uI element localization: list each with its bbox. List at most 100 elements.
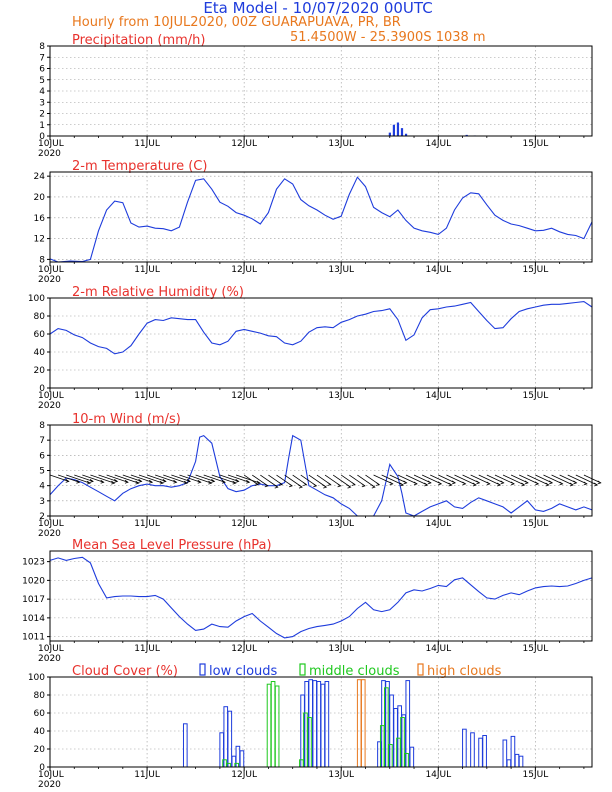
y-tick-label: 80 [34, 691, 46, 701]
wind-arrow [397, 474, 418, 485]
legend-swatch-low [199, 663, 206, 676]
wind-arrowhead [76, 479, 81, 484]
y-tick-label: 100 [28, 673, 45, 683]
wind-arrow [49, 474, 69, 482]
y-tick-label: 3 [39, 497, 45, 507]
x-tick-label: 15JUL [523, 770, 549, 780]
y-tick-label: 4 [39, 87, 45, 97]
wind-arrowhead [524, 480, 529, 485]
panel-title: Precipitation (mm/h) [72, 33, 205, 48]
x-tick-label: 12JUL [231, 519, 257, 529]
series-line [49, 434, 593, 517]
panel-wind: 2 3 4 5 6 7 8 10JUL2020 11JUL 12JUL 13JUL 14JUL 15JU… [38, 412, 602, 539]
wind-arrow [567, 474, 588, 485]
wind-arrowhead [424, 482, 429, 487]
x-tick-label: 10JUL [38, 391, 64, 401]
series-line [49, 556, 593, 639]
x-tick-year: 2020 [38, 401, 61, 411]
wind-arrowhead [361, 483, 366, 488]
wind-arrow [74, 474, 94, 482]
x-tick-label: 12JUL [231, 770, 257, 780]
y-tick-label: 1014 [22, 614, 45, 624]
x-tick-label: 13JUL [328, 391, 354, 401]
low-cloud-bar [462, 728, 467, 768]
panel-title: 2-m Relative Humidity (%) [72, 285, 244, 300]
wind-arrow [421, 474, 442, 485]
header-title: Eta Model - 10/07/2020 00UTC [203, 0, 432, 17]
y-tick-label: 7 [39, 53, 45, 63]
x-tick-label: 11JUL [134, 519, 160, 529]
y-tick-label: 40 [34, 348, 46, 358]
wind-arrowhead [303, 482, 308, 486]
wind-arrowhead [89, 479, 94, 483]
wind-arrow [219, 474, 239, 482]
wind-arrow [98, 474, 118, 482]
x-tick-label: 11JUL [134, 770, 160, 780]
wind-arrow [446, 474, 466, 485]
wind-arrow [90, 474, 115, 484]
panel-frame [49, 45, 593, 137]
precip-bar [400, 128, 404, 136]
wind-arrowhead [472, 482, 477, 487]
wind-arrow [57, 474, 80, 483]
x-tick-label: 10JUL [38, 770, 64, 780]
x-tick-label: 15JUL [523, 139, 549, 149]
wind-arrowhead [548, 480, 554, 485]
y-tick-label: 6 [39, 65, 45, 75]
x-tick-label: 15JUL [523, 265, 549, 275]
wind-arrowhead [100, 479, 105, 484]
y-tick-label: 7 [39, 436, 45, 446]
precip-bar [396, 122, 400, 136]
y-tick-label: 2 [39, 110, 45, 120]
wind-arrow [203, 474, 226, 483]
low-cloud-bar [506, 759, 512, 768]
y-tick-label: 40 [34, 727, 46, 737]
wind-arrowhead [438, 481, 443, 486]
wind-arrowhead [375, 482, 381, 486]
wind-arrowhead [183, 480, 189, 485]
wind-arrow [527, 474, 549, 486]
y-tick-label: 8 [39, 255, 45, 265]
x-tick-label: 13JUL [328, 519, 354, 529]
y-tick-label: 20 [34, 366, 46, 376]
wind-arrowhead [413, 481, 418, 486]
y-tick-label: 3 [39, 98, 45, 108]
x-tick-label: 15JUL [523, 391, 549, 401]
y-tick-label: 1023 [22, 558, 45, 568]
x-tick-label: 14JUL [425, 770, 451, 780]
wind-arrowhead [274, 484, 279, 489]
x-tick-label: 10JUL [38, 644, 64, 654]
wind-arrow [66, 474, 91, 484]
low-cloud-bar [182, 723, 188, 768]
panel-frame [49, 550, 593, 642]
wind-arrowhead [583, 481, 588, 486]
y-tick-label: 8 [39, 421, 45, 431]
wind-arrowhead [111, 480, 116, 485]
y-tick-label: 20 [34, 745, 46, 755]
low-cloud-bar [482, 735, 487, 768]
wind-arrowhead [114, 479, 119, 483]
wind-arrow [405, 474, 428, 486]
wind-arrow [494, 474, 515, 485]
wind-arrowhead [559, 481, 564, 486]
wind-arrowhead [371, 484, 376, 489]
legend-label-low: low clouds [209, 664, 278, 679]
x-tick-year: 2020 [38, 275, 61, 285]
wind-arrow [478, 474, 501, 486]
y-tick-label: 6 [39, 451, 45, 461]
y-tick-label: 20 [34, 193, 46, 203]
middle-cloud-bar [266, 683, 272, 768]
wind-arrowhead [351, 482, 356, 486]
wind-arrow [510, 474, 529, 484]
low-cloud-bar [316, 681, 322, 768]
low-cloud-bar [320, 683, 326, 768]
wind-arrow [551, 474, 574, 486]
y-tick-label: 60 [34, 709, 46, 719]
header-location: Hourly from 10JUL2020, 00Z GUARAPUAVA, P… [72, 15, 401, 30]
panel-title: 10-m Wind (m/s) [72, 412, 181, 427]
wind-arrowhead [496, 482, 502, 487]
x-tick-label: 11JUL [134, 265, 160, 275]
x-tick-label: 10JUL [38, 139, 64, 149]
low-cloud-bar [405, 680, 411, 768]
